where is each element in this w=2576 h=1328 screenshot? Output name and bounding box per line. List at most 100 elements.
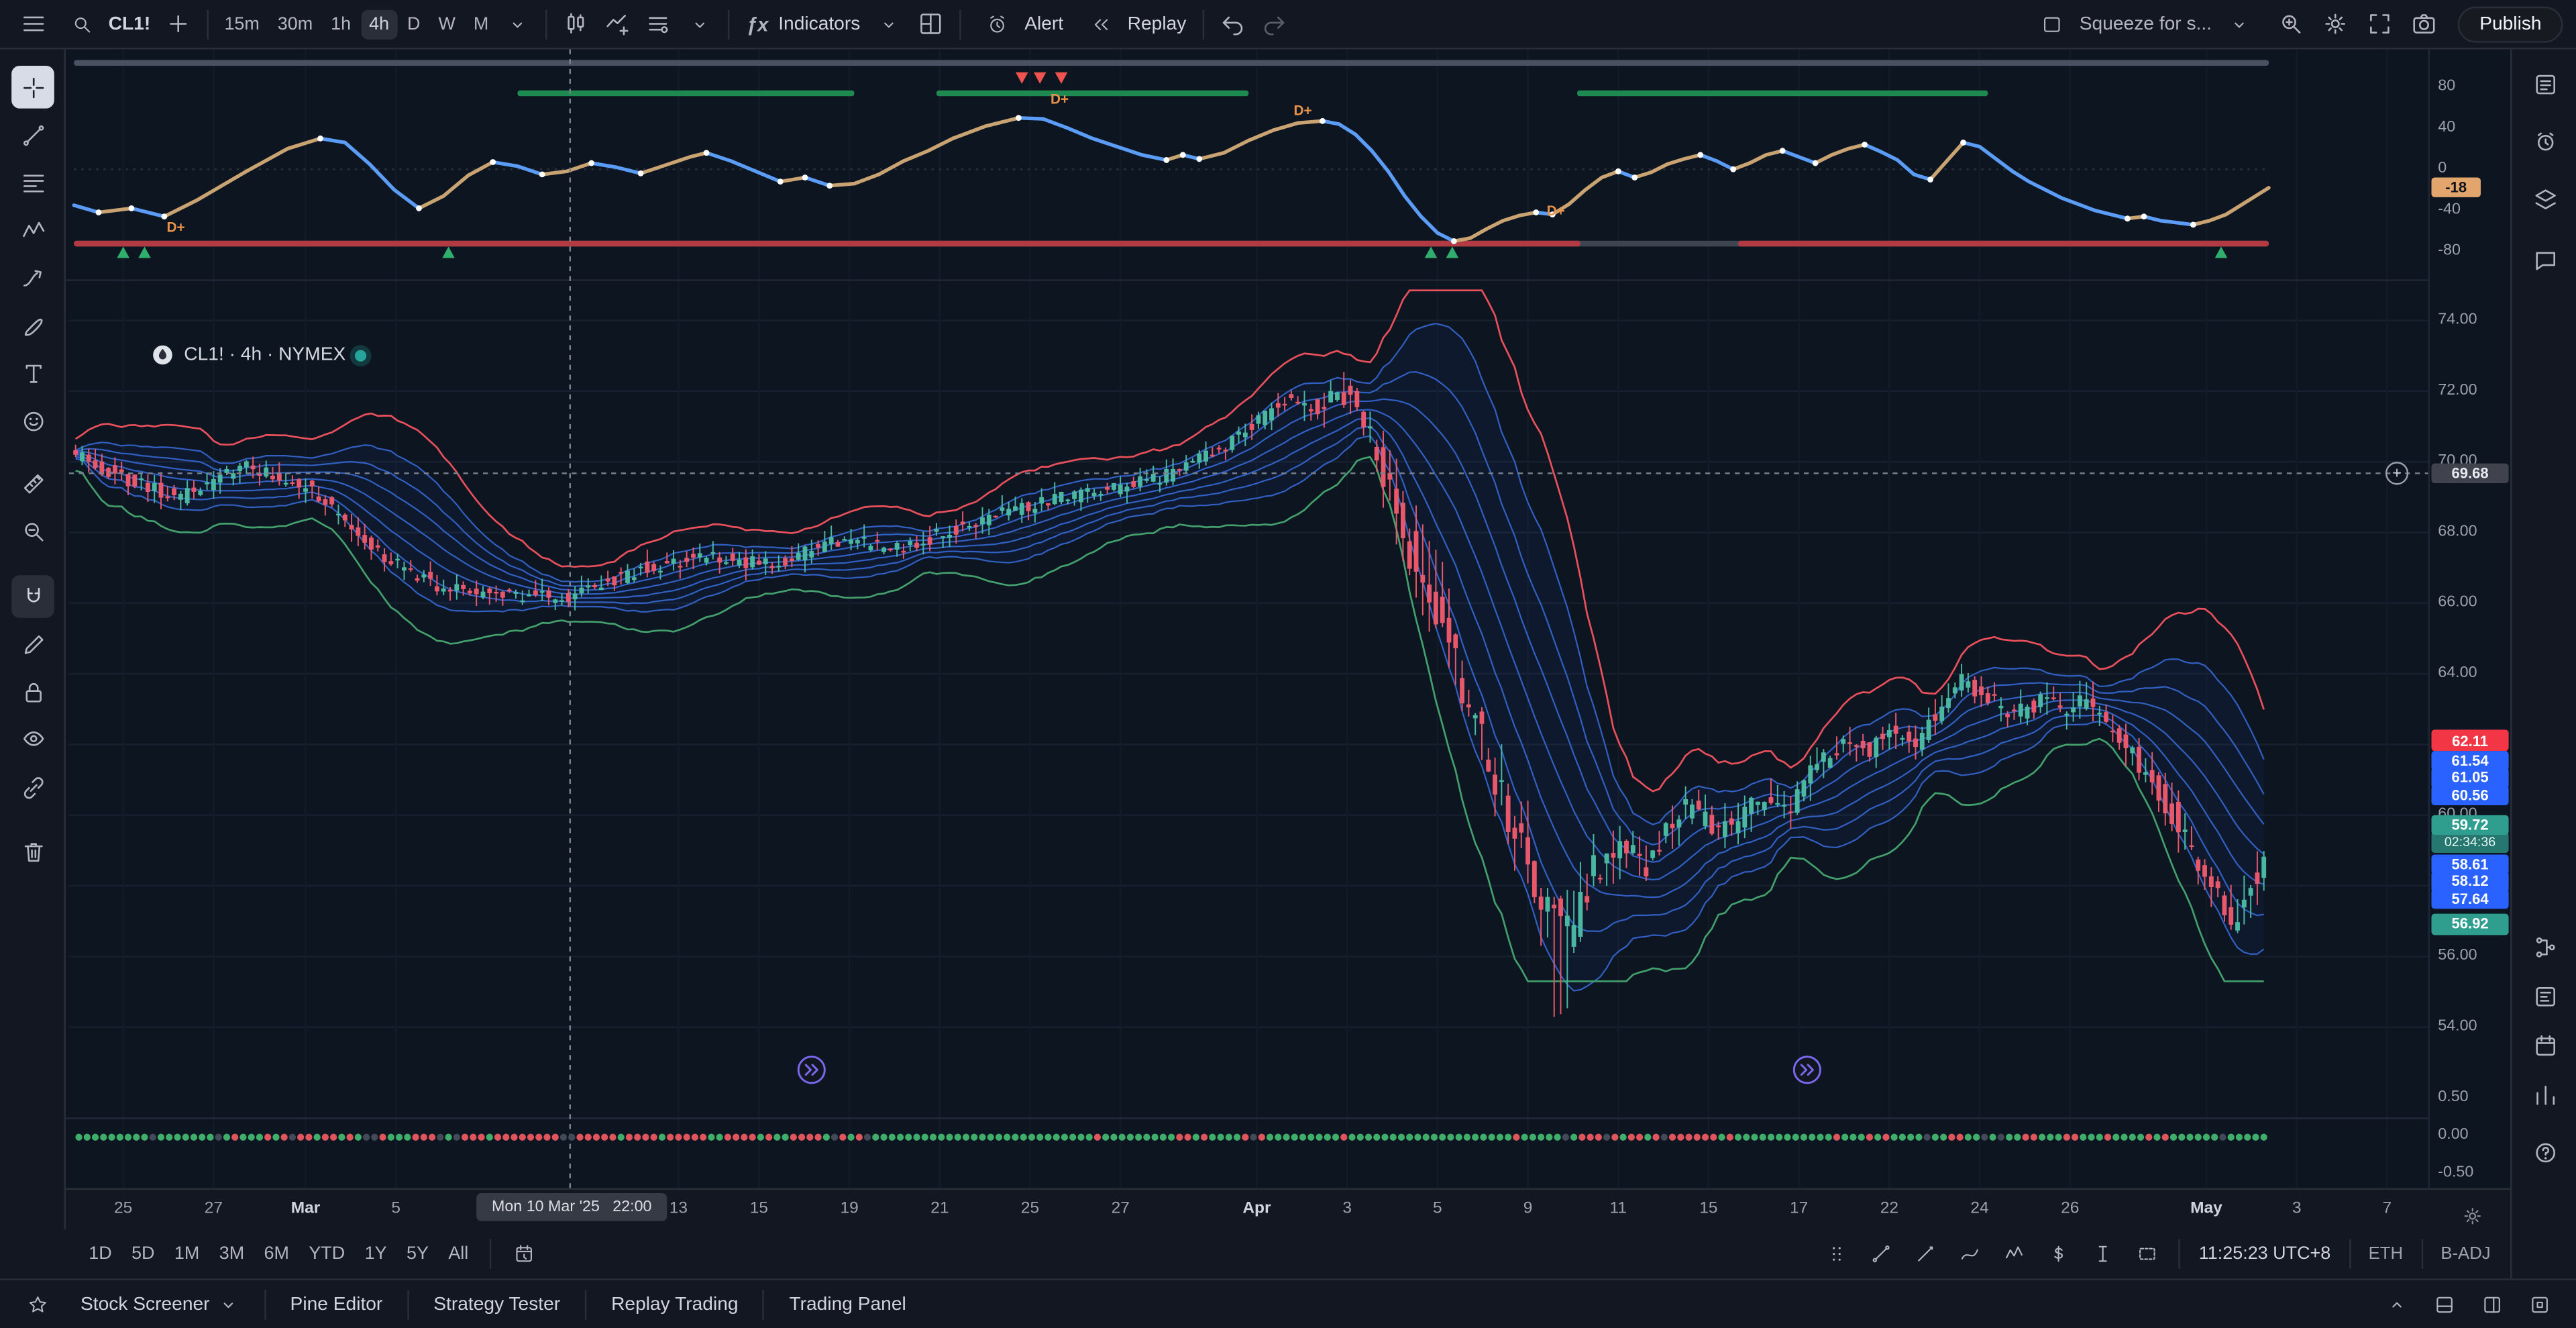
add-alert-plus-icon[interactable]: + [2385, 462, 2409, 485]
settings-gear-icon[interactable] [2315, 3, 2356, 44]
status-item-replay-trading[interactable]: Replay Trading [611, 1294, 739, 1314]
favorite-rectangle-icon[interactable] [2127, 1233, 2167, 1274]
go-to-date-icon[interactable] [503, 1233, 544, 1274]
forecast-tool[interactable] [11, 256, 54, 299]
quick-search-icon[interactable] [2271, 3, 2312, 44]
panel-right-icon[interactable] [2471, 1284, 2512, 1325]
alerts-icon[interactable] [2524, 120, 2567, 163]
measure-tool[interactable] [11, 462, 54, 505]
alert-button[interactable]: Alert [969, 0, 1071, 48]
timeframe-W[interactable]: W [438, 13, 455, 34]
timeframe-chevron-icon[interactable] [497, 3, 538, 44]
timeframe-D[interactable]: D [407, 13, 421, 34]
ideas-icon[interactable] [2524, 1073, 2567, 1116]
favorite-price-label-icon[interactable] [2038, 1233, 2079, 1274]
range-1d[interactable]: 1D [89, 1243, 112, 1264]
watchlist-icon[interactable] [2524, 62, 2567, 105]
chat-icon[interactable] [2524, 238, 2567, 281]
status-item-pine-editor[interactable]: Pine Editor [290, 1294, 383, 1314]
time-axis[interactable]: 25 27 Mar 5 13 15 19 21 25 27 Apr 3 5 9 11 15 17 22 24 26 Ma… [65, 1188, 2511, 1229]
hide-tool[interactable] [11, 717, 54, 760]
add-symbol-icon[interactable] [157, 3, 198, 44]
chart-area[interactable]: D+D+D+D+ CL1! · 4h · NYMEX TV PRO [65, 49, 2428, 1188]
screenshot-camera-icon[interactable] [2404, 3, 2445, 44]
layout-select-button[interactable]: Squeeze for s... [2023, 0, 2267, 48]
chart-legend[interactable]: CL1! · 4h · NYMEX [151, 344, 368, 366]
pattern-tool[interactable] [11, 209, 54, 252]
status-bar-items: Stock Screener Pine Editor Strategy Tester… [64, 1286, 923, 1322]
svg-text:D+: D+ [1293, 103, 1311, 118]
adjustment-label[interactable]: B-ADJ [2440, 1243, 2491, 1264]
timeframe-30m[interactable]: 30m [277, 13, 313, 34]
timeframe-1h[interactable]: 1h [331, 13, 352, 34]
trend-line-tool[interactable] [11, 113, 54, 156]
status-item-trading-panel[interactable]: Trading Panel [789, 1294, 906, 1314]
help-icon[interactable] [2524, 1131, 2567, 1174]
lock-tool[interactable] [11, 670, 54, 713]
range-5y[interactable]: 5Y [406, 1243, 429, 1264]
clock[interactable]: 11:25:23 UTC+8 [2198, 1243, 2331, 1264]
separator [2179, 1239, 2181, 1269]
symbol-search-button[interactable]: CL1! [54, 0, 157, 48]
favorite-ray-icon[interactable] [1904, 1233, 1945, 1274]
drag-handle-icon[interactable] [1816, 1233, 1857, 1274]
price-axis-label: 72.00 [2438, 381, 2477, 400]
market-status-dot[interactable] [356, 349, 368, 361]
favorite-trend-line-icon[interactable] [1860, 1233, 1901, 1274]
fullscreen-icon[interactable] [2359, 3, 2400, 44]
data-window-icon[interactable] [2524, 974, 2567, 1017]
range-1m[interactable]: 1M [174, 1243, 200, 1264]
time-axis-settings-icon[interactable] [2451, 1194, 2492, 1235]
templates-icon[interactable] [638, 3, 679, 44]
draw-tool[interactable] [11, 623, 54, 666]
chart-canvas[interactable]: D+ D+ D+ D+ [65, 49, 2428, 1188]
price-axis[interactable]: 74.0072.0070.0068.0066.0064.0062.0060.00… [2428, 49, 2511, 1188]
session-label[interactable]: ETH [2368, 1243, 2404, 1264]
text-tool[interactable] [11, 352, 54, 395]
favorite-curve-icon[interactable] [1949, 1233, 1990, 1274]
status-item-stock-screener[interactable]: Stock Screener [64, 1286, 256, 1322]
favorites-star-icon[interactable] [16, 1284, 57, 1325]
panel-bottom-icon[interactable] [2423, 1284, 2464, 1325]
zoom-tool[interactable] [11, 509, 54, 552]
price-badge: 61.05 [2431, 768, 2509, 788]
timeframe-15m[interactable]: 15m [224, 13, 260, 34]
range-3m[interactable]: 3M [219, 1243, 245, 1264]
range-5d[interactable]: 5D [131, 1243, 155, 1264]
maximize-icon[interactable] [2518, 1284, 2559, 1325]
indicators-chevron-icon[interactable] [869, 3, 910, 44]
chevron-up-icon[interactable] [2375, 1284, 2416, 1325]
redo-icon[interactable] [1254, 3, 1295, 44]
favorite-text-icon[interactable] [2082, 1233, 2123, 1274]
favorite-pattern-icon[interactable] [1994, 1233, 2035, 1274]
range-1y[interactable]: 1Y [364, 1243, 387, 1264]
replay-button[interactable]: Replay [1071, 0, 1194, 48]
object-tree-icon[interactable] [2524, 925, 2567, 968]
range-6m[interactable]: 6M [264, 1243, 289, 1264]
chart-style-icon[interactable] [556, 3, 597, 44]
range-ytd[interactable]: YTD [309, 1243, 345, 1264]
fib-retracement-tool[interactable] [11, 161, 54, 204]
range-all[interactable]: All [448, 1243, 469, 1264]
delete-tool[interactable] [11, 830, 54, 873]
publish-button[interactable]: Publish [2458, 5, 2563, 42]
magnet-tool[interactable] [11, 575, 54, 618]
price-badge: 59.72 [2431, 815, 2509, 835]
hotlist-icon[interactable] [2524, 177, 2567, 220]
undo-icon[interactable] [1213, 3, 1254, 44]
multichart-layout-icon[interactable] [910, 3, 951, 44]
link-tool[interactable] [11, 766, 54, 809]
timeframe-M[interactable]: M [473, 13, 489, 34]
crosshair-tool[interactable] [11, 65, 54, 109]
timeframe-4h[interactable]: 4h [360, 9, 398, 39]
compare-icon[interactable] [597, 3, 638, 44]
brush-tool[interactable] [11, 304, 54, 347]
calendar-icon[interactable] [2524, 1024, 2567, 1067]
emoji-tool[interactable] [11, 399, 54, 442]
menu-icon[interactable] [13, 3, 54, 44]
status-item-strategy-tester[interactable]: Strategy Tester [433, 1294, 561, 1314]
style-chevron-icon[interactable] [679, 3, 720, 44]
indicators-button[interactable]: ƒx Indicators [739, 9, 869, 38]
time-axis-label: 25 [1020, 1199, 1040, 1218]
price-axis-label: 40 [2438, 118, 2456, 137]
